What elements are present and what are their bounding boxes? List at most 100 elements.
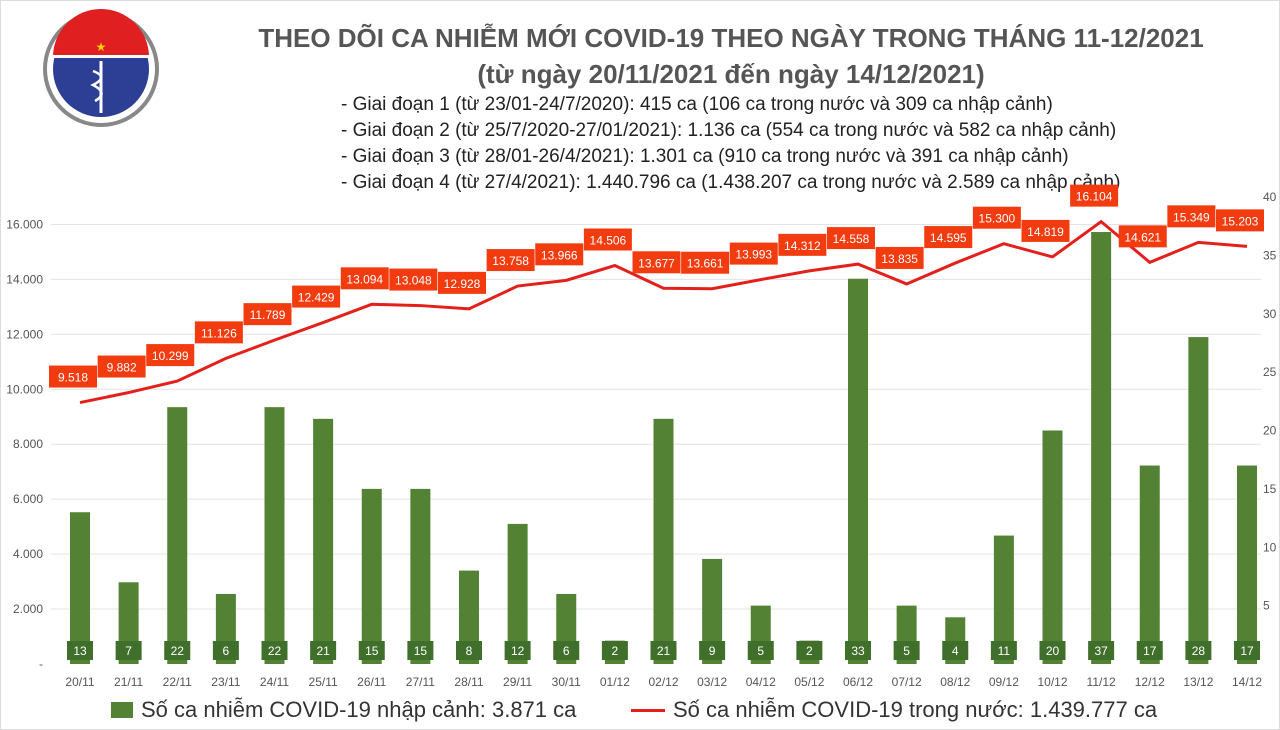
bar: [1139, 465, 1160, 664]
left-tick-label: 14.000: [6, 272, 43, 286]
line-label-box: [1118, 225, 1167, 248]
left-tick-label: -: [39, 657, 43, 671]
x-tick-label: 24/11: [260, 675, 289, 689]
right-tick-label: 5: [1263, 599, 1270, 613]
line-label-box: [340, 267, 389, 290]
x-tick-label: 28/11: [454, 675, 483, 689]
bar-data-label: 22: [171, 644, 185, 658]
bar-data-label: 33: [851, 644, 865, 658]
bar-label-box: [796, 641, 823, 660]
line-label-box: [972, 206, 1021, 229]
bar: [313, 418, 334, 664]
right-tick-label: 10: [1263, 540, 1277, 554]
line-data-label: 15.300: [979, 212, 1016, 226]
bar-data-label: 2: [806, 644, 813, 658]
line-series: [79, 219, 1248, 405]
chart-subtitle: (từ ngày 20/11/2021 đến ngày 14/12/2021): [477, 59, 985, 89]
line-label-box: [729, 242, 778, 265]
line-data-label: 13.677: [638, 256, 675, 270]
line-data-label: 13.966: [541, 248, 578, 262]
bar-data-label: 15: [414, 644, 428, 658]
bar: [702, 558, 723, 664]
bar: [993, 535, 1014, 664]
phase-1-text: - Giai đoạn 1 (từ 23/01-24/7/2020): 415 …: [341, 94, 1053, 115]
right-tick-label: 20: [1263, 424, 1277, 438]
line-data-label: 15.349: [1173, 210, 1210, 224]
left-tick-label: 10.000: [6, 382, 43, 396]
phase-3-text: - Giai đoạn 3 (từ 28/01-26/4/2021): 1.30…: [341, 146, 1069, 167]
bar-data-label: 8: [466, 644, 473, 658]
line-label-box: [49, 365, 97, 388]
bar-label-box: [845, 641, 871, 660]
bar-data-label: 20: [1046, 644, 1060, 658]
line-data-label: 15.203: [1222, 214, 1259, 228]
bar-label-box: [261, 641, 288, 660]
bar: [264, 407, 285, 664]
x-tick-label: 29/11: [503, 675, 532, 689]
bar-label-box: [164, 641, 191, 660]
line-data-label: 13.661: [687, 257, 724, 271]
left-tick-label: 2.000: [13, 602, 43, 616]
x-tick-label: 20/11: [65, 675, 94, 689]
x-tick-label: 26/11: [357, 675, 386, 689]
line-data-label: 11.126: [201, 326, 237, 340]
bar: [410, 488, 431, 664]
bar-data-label: 21: [316, 644, 330, 658]
legend-bar-swatch: [111, 702, 133, 718]
bar-label-box: [990, 641, 1017, 660]
line-data-label: 12.429: [298, 291, 335, 305]
bar: [507, 523, 528, 664]
line-label-box: [535, 243, 584, 266]
bar-label-box: [1088, 641, 1115, 660]
bar-data-label: 7: [125, 644, 132, 658]
line-data-label: 10.299: [152, 349, 189, 363]
line-label-box: [194, 321, 243, 344]
bar-label-box: [212, 641, 239, 660]
bar-label-box: [942, 641, 969, 660]
bar-label-box: [747, 641, 774, 660]
bar-data-label: 6: [563, 644, 570, 658]
x-tick-label: 11/12: [1087, 675, 1116, 689]
bar: [167, 407, 188, 664]
line-label-box: [389, 268, 438, 291]
line-data-label: 14.312: [784, 239, 821, 253]
svg-text:★: ★: [96, 40, 107, 54]
x-tick-label: 04/12: [746, 675, 776, 689]
legend-bar: Số ca nhiễm COVID-19 nhập cảnh: 3.871 ca: [111, 697, 576, 723]
legend-line-label: Số ca nhiễm COVID-19 trong nước: 1.439.7…: [673, 697, 1158, 722]
bar-data-label: 9: [709, 644, 716, 658]
line-data-label: 13.094: [346, 272, 383, 286]
right-tick-label: 30: [1263, 307, 1277, 321]
x-tick-label: 10/12: [1037, 675, 1067, 689]
bar-label-box: [115, 641, 142, 660]
line-label-box: [243, 303, 292, 326]
legend-line: Số ca nhiễm COVID-19 trong nước: 1.439.7…: [631, 697, 1157, 723]
bar-data-label: 22: [268, 644, 282, 658]
line-label-box: [1070, 184, 1119, 207]
right-tick-label: 40: [1263, 190, 1277, 204]
bar-data-label: 28: [1192, 644, 1206, 658]
x-tick-label: 21/11: [114, 675, 143, 689]
right-tick-label: 35: [1263, 248, 1277, 262]
line-label-box: [292, 285, 341, 308]
ministry-of-health-logo: ★: [43, 9, 159, 127]
left-tick-label: 8.000: [13, 437, 43, 451]
legend-line-swatch: [631, 708, 665, 712]
bar: [653, 418, 674, 664]
line-data-label: 13.835: [881, 252, 918, 266]
x-tick-label: 06/12: [843, 675, 873, 689]
bar-data-label: 2: [612, 644, 619, 658]
line-label-box: [438, 271, 486, 294]
x-tick-label: 27/11: [406, 675, 435, 689]
line-label-box: [1216, 209, 1264, 232]
line-label-box: [827, 227, 875, 250]
bar-label-box: [358, 641, 385, 660]
line-data-label: 13.048: [395, 274, 432, 288]
line-data-label: 14.621: [1124, 230, 1161, 244]
bar-label-box: [310, 641, 337, 660]
chart-title: THEO DÕI CA NHIỄM MỚI COVID-19 THEO NGÀY…: [258, 23, 1204, 53]
line-label-box: [924, 226, 973, 249]
bar-data-label: 4: [952, 644, 959, 658]
phase-2-text: - Giai đoạn 2 (từ 25/7/2020-27/01/2021):…: [341, 120, 1117, 141]
bar-data-label: 17: [1240, 644, 1254, 658]
